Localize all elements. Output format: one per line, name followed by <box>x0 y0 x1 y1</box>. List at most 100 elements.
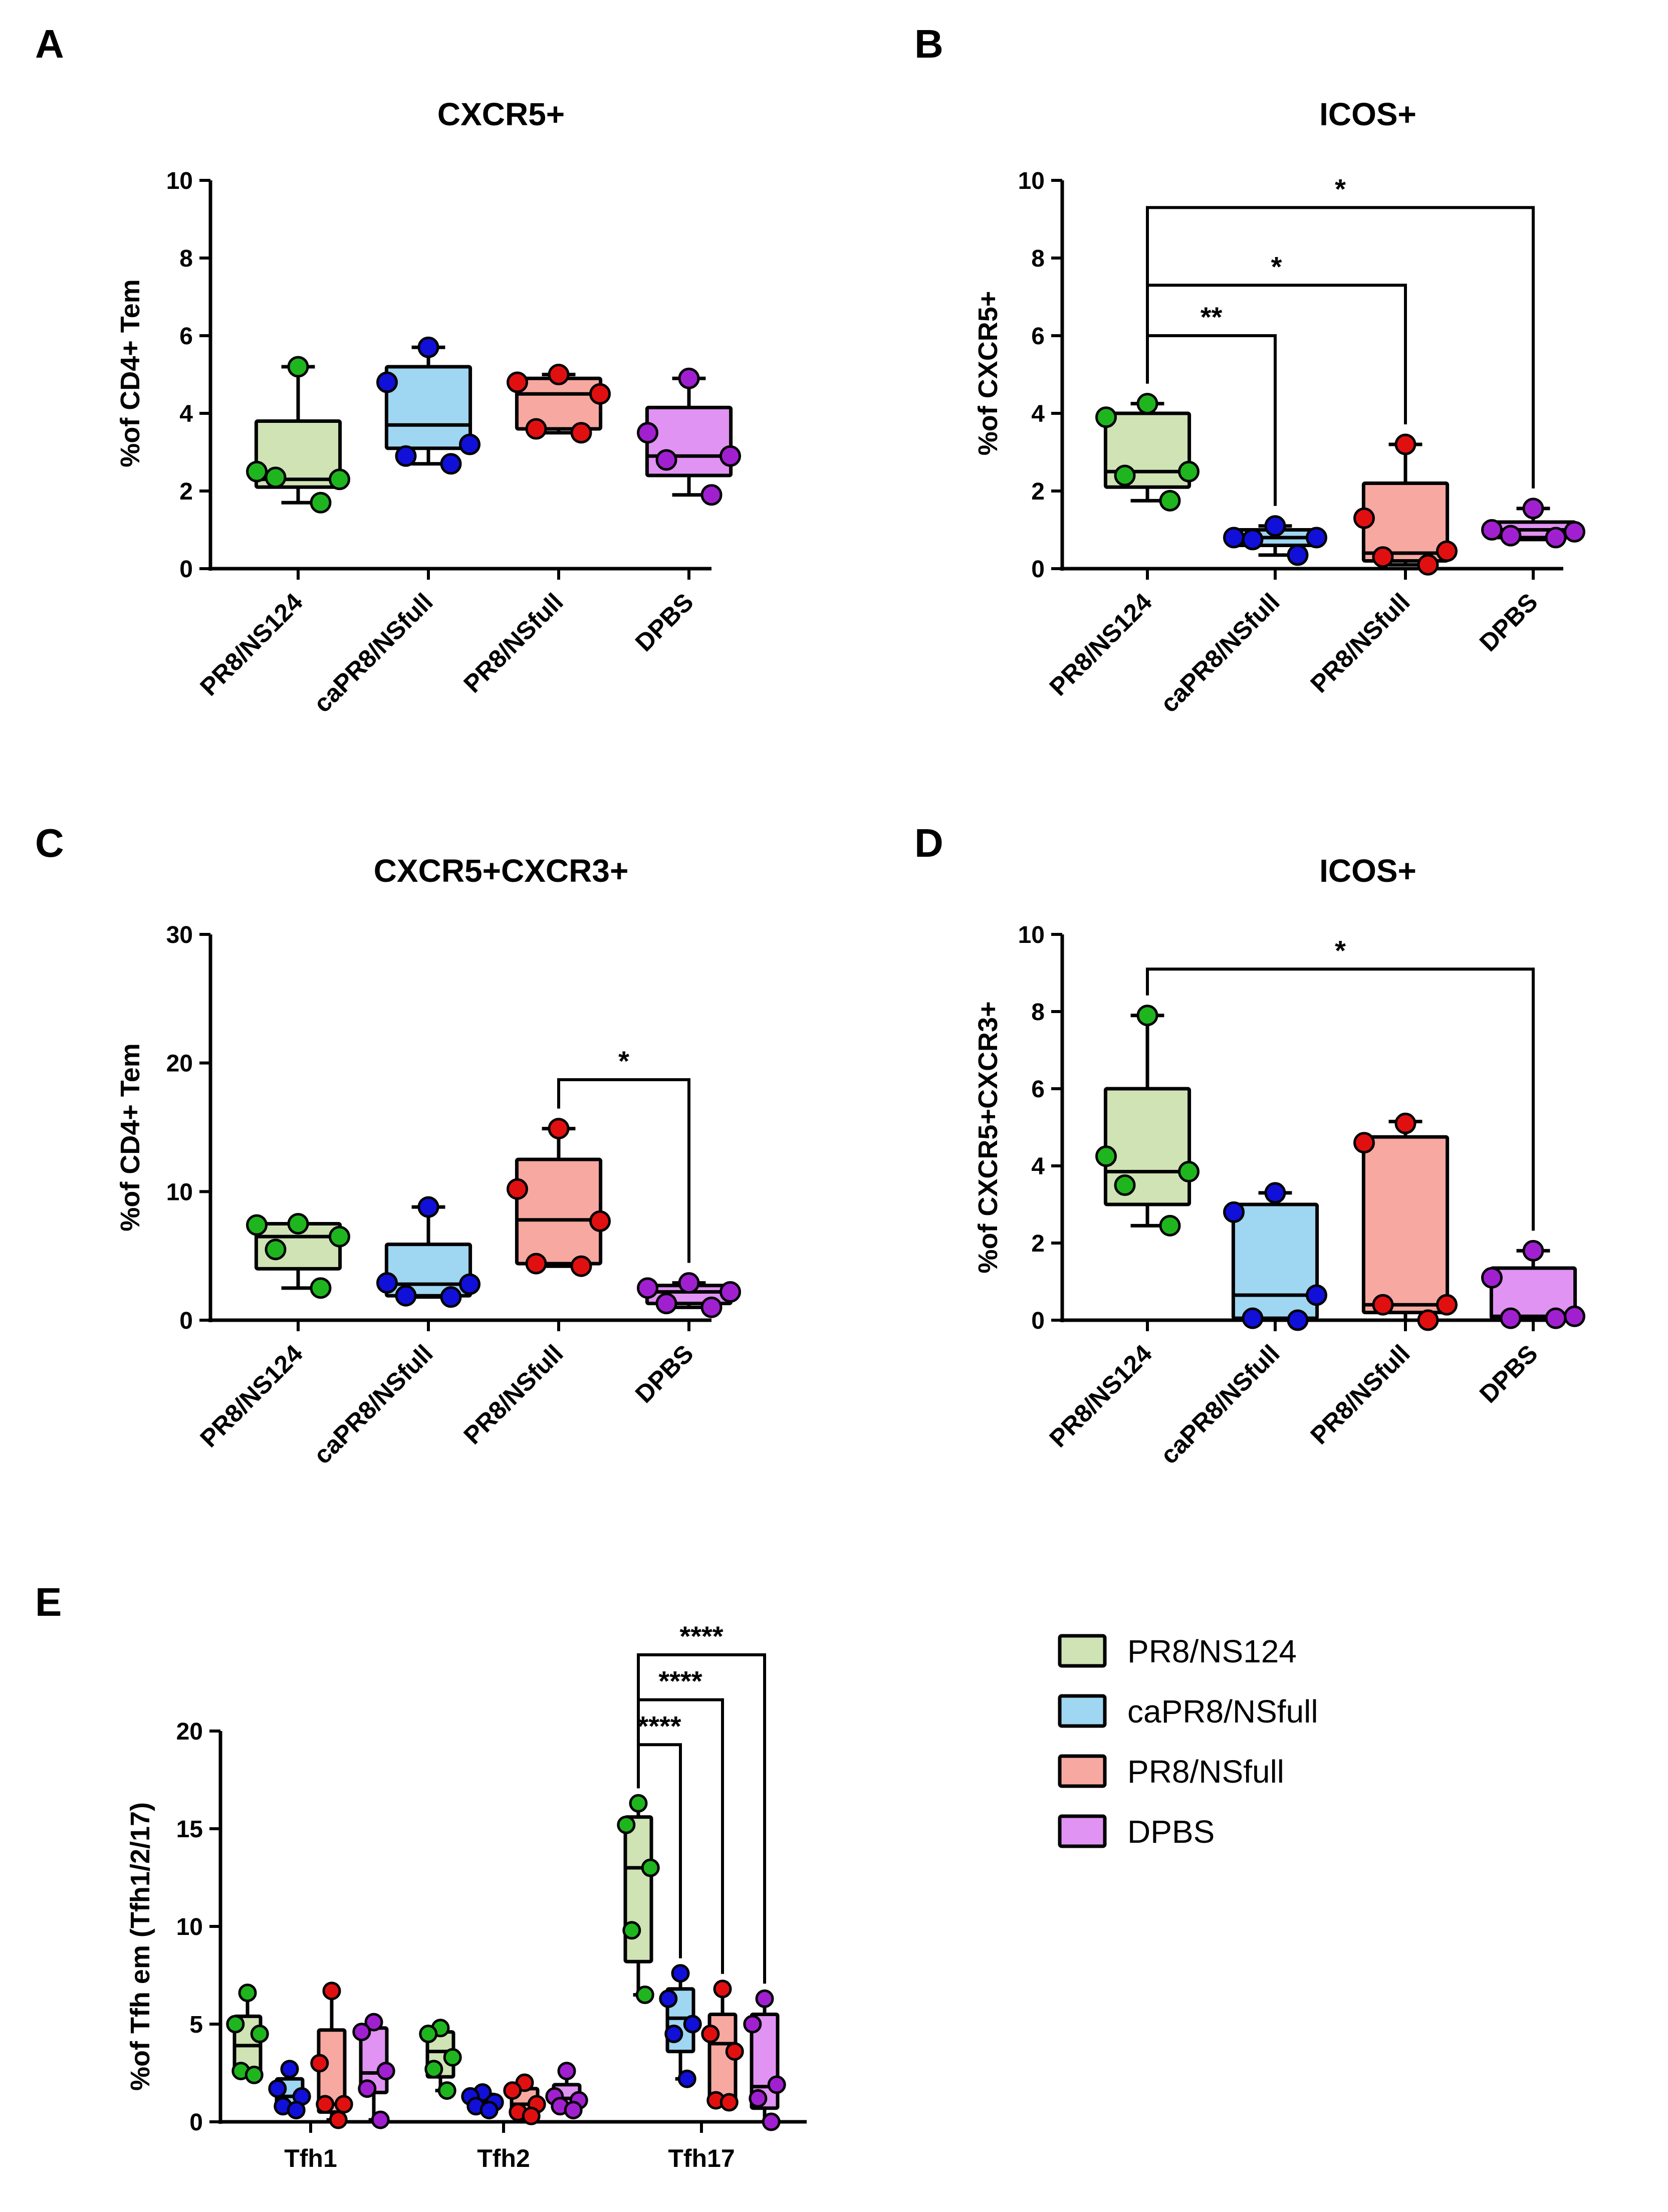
box-tfh17-capr8-nsfull-point <box>671 1964 690 1983</box>
box-tfh2-dpbs-point <box>564 2101 583 2120</box>
x-tick-label: Tfh2 <box>477 2144 530 2172</box>
panel-label-c: C <box>35 821 64 865</box>
box-tfh17-pr8-nsfull-point <box>713 1980 732 1999</box>
box-capr8-nsfull-point <box>417 1196 439 1218</box>
y-tick-label: 10 <box>1018 168 1045 194</box>
box-tfh1-dpbs-point <box>376 2062 395 2081</box>
box-tfh1-pr8-ns124-point <box>238 1984 257 2003</box>
significance-label: **** <box>637 1710 681 1742</box>
box-capr8-nsfull-point <box>1287 544 1309 566</box>
box-tfh17-capr8-nsfull-point <box>659 1989 678 2008</box>
significance-bracket <box>557 1078 690 1263</box>
y-tick-label: 5 <box>189 2012 203 2038</box>
box-capr8-nsfull-point <box>417 336 439 358</box>
box-tfh2-dpbs-point <box>557 2062 576 2081</box>
box-pr8-ns124-point <box>287 356 309 378</box>
legend-swatch-dpbs <box>1058 1814 1107 1848</box>
box-tfh1-pr8-ns124-point <box>226 2015 245 2034</box>
box-tfh17-capr8-nsfull-point <box>664 2025 683 2043</box>
panel-label-b: B <box>914 22 943 66</box>
legend-label-capr8-nsfull: caPR8/NSfull <box>1127 1693 1318 1730</box>
panel-b-ylabel: %of CXCR5+ <box>973 291 1003 456</box>
y-tick-label: 0 <box>179 1308 193 1334</box>
significance-bracket <box>1146 967 1535 1231</box>
box-capr8-nsfull-point <box>1223 527 1245 549</box>
box-tfh17-pr8-nsfull-point <box>720 2093 739 2112</box>
box-tfh1-dpbs-point <box>358 2079 377 2098</box>
y-tick-label: 0 <box>179 556 193 583</box>
box-capr8-nsfull-point <box>1242 1307 1264 1329</box>
box-capr8-nsfull-point <box>1242 529 1264 551</box>
panel-label-d: D <box>914 821 943 865</box>
panel-label-a: A <box>35 22 64 66</box>
box-pr8-ns124-point <box>1159 489 1181 512</box>
y-tick-label: 6 <box>1031 1076 1045 1103</box>
box-pr8-nsfull-point <box>507 1178 528 1200</box>
box-tfh1-pr8-nsfull-point <box>334 2095 353 2114</box>
box-dpbs-point <box>637 422 658 444</box>
y-tick-label: 8 <box>179 245 193 272</box>
box-capr8-nsfull-point <box>440 453 462 475</box>
box-tfh2-pr8-ns124-point <box>437 2081 456 2100</box>
box-pr8-ns124-point <box>1178 1161 1200 1183</box>
box-tfh1-pr8-nsfull-point <box>316 2095 335 2114</box>
box-tfh1-dpbs-point <box>364 2013 383 2032</box>
box-pr8-ns124-point <box>1114 1174 1136 1196</box>
legend-swatch-pr8-nsfull <box>1058 1754 1107 1788</box>
box-tfh17-pr8-ns124-box <box>623 1815 653 1963</box>
box-pr8-nsfull-point <box>1353 507 1375 529</box>
legend-swatch-capr8-nsfull <box>1058 1694 1107 1728</box>
box-dpbs-point <box>678 1272 700 1294</box>
y-tick-label: 6 <box>1031 323 1045 350</box>
box-tfh1-pr8-ns124-point <box>245 2065 264 2084</box>
box-pr8-nsfull-point <box>1417 1309 1439 1331</box>
box-dpbs-point <box>1545 1307 1567 1329</box>
box-dpbs-point <box>637 1277 658 1299</box>
panel-e-axes: 0 5 10 15 20 <box>176 1718 807 2136</box>
y-tick-label: 10 <box>1018 922 1045 948</box>
box-tfh1-capr8-nsfull-point <box>287 2101 306 2120</box>
panel-a-axes: 0 2 4 6 8 10 <box>166 168 711 583</box>
box-tfh2-pr8-ns124-point <box>443 2048 462 2067</box>
box-tfh2-pr8-ns124-point <box>424 2060 443 2079</box>
box-tfh17-dpbs-point <box>767 2075 786 2094</box>
box-dpbs-point <box>1500 1307 1522 1329</box>
y-tick-label: 10 <box>176 1914 203 1940</box>
box-tfh2-pr8-nsfull-point <box>503 2081 522 2100</box>
panel-c-axes: 0 10 20 30 <box>166 922 711 1334</box>
box-tfh17-dpbs-point <box>755 1989 774 2008</box>
box-dpbs-point <box>655 1293 677 1315</box>
significance-label: * <box>618 1045 629 1077</box>
panel-a-title: CXCR5+ <box>437 96 565 132</box>
box-pr8-nsfull-point <box>525 418 547 440</box>
y-tick-label: 0 <box>1031 1308 1045 1334</box>
box-capr8-nsfull-point <box>1223 1201 1245 1223</box>
box-pr8-ns124-point <box>1136 1005 1158 1027</box>
x-tick-label: Tfh1 <box>284 2144 337 2172</box>
box-pr8-ns124-point <box>246 1214 268 1236</box>
box-capr8-nsfull-point <box>395 445 417 467</box>
box-dpbs-point <box>1522 1240 1544 1262</box>
legend-swatch-pr8-ns124 <box>1058 1634 1107 1668</box>
box-capr8-nsfull-point <box>459 433 481 455</box>
box-pr8-nsfull-point <box>1417 554 1439 576</box>
y-tick-label: 0 <box>1031 556 1045 583</box>
box-dpbs-point <box>1481 519 1503 541</box>
y-tick-label: 30 <box>166 922 193 948</box>
box-pr8-nsfull-point <box>525 1253 547 1275</box>
panel-d-title: ICOS+ <box>1319 853 1416 889</box>
y-tick-label: 2 <box>1031 1231 1045 1257</box>
significance-label: * <box>1271 251 1282 282</box>
box-tfh17-pr8-ns124-point <box>617 1815 636 1834</box>
box-tfh17-pr8-ns124-point <box>622 1921 641 1940</box>
box-pr8-nsfull-point <box>1372 546 1394 568</box>
box-tfh2-pr8-nsfull-point <box>522 2106 541 2125</box>
box-tfh1-pr8-nsfull-point <box>322 1982 341 2001</box>
box-tfh1-pr8-nsfull-point <box>329 2110 348 2129</box>
box-capr8-nsfull-point <box>376 371 398 393</box>
box-pr8-nsfull-point <box>1436 540 1458 562</box>
significance-label: **** <box>679 1620 723 1652</box>
y-tick-label: 8 <box>1031 245 1045 272</box>
box-dpbs-point <box>720 1281 741 1303</box>
panel-d-axes: 0 2 4 6 8 10 <box>1018 922 1563 1334</box>
